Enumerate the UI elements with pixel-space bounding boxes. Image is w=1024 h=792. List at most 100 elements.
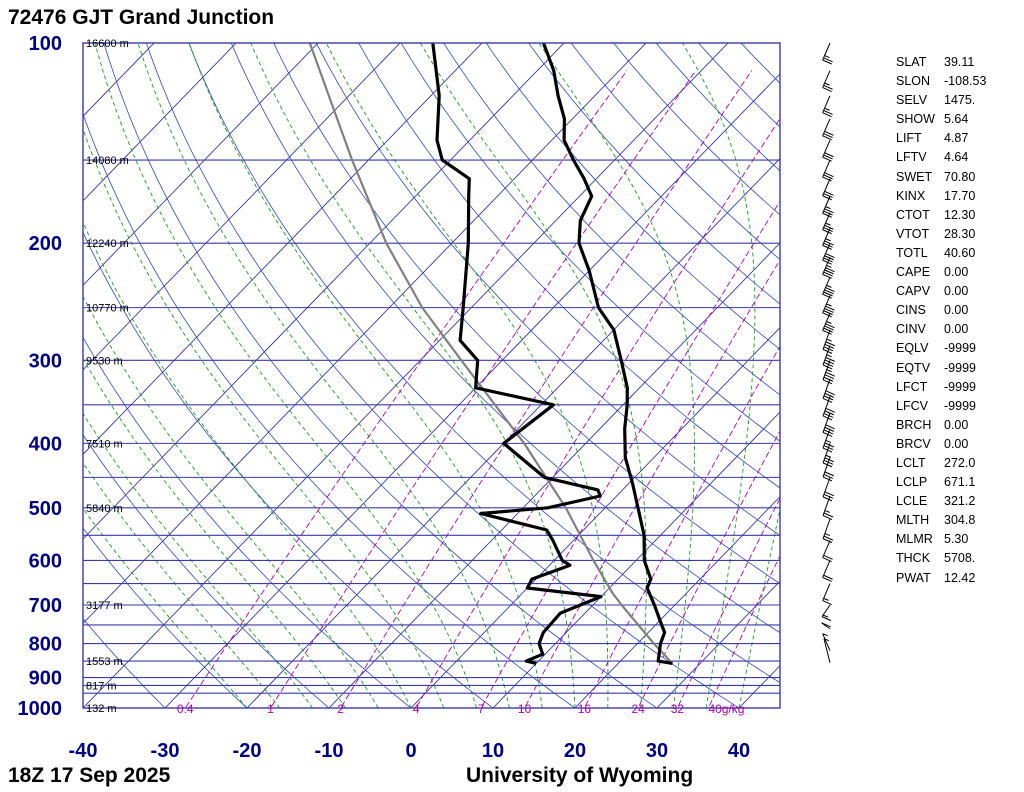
temperature-tick-label: -10 [315, 740, 344, 762]
wind-barb [822, 457, 835, 482]
index-name: EQLV [896, 341, 929, 356]
pressure-tick-label: 900 [29, 668, 62, 690]
temperature-tick-label: 40 [728, 740, 750, 762]
index-name: LFCT [896, 379, 928, 394]
mixing-ratio-label: 10 [518, 702, 532, 716]
wind-barb [822, 159, 834, 182]
mixing-ratio-label: 24 [631, 702, 645, 716]
temperature-tick-label: -30 [151, 740, 180, 762]
index-value: 321.2 [944, 494, 976, 509]
isotherm-line [83, 43, 483, 455]
isotherm-line [0, 28, 86, 722]
index-value: 5.64 [944, 112, 969, 127]
index-row: CINV 0.00 [896, 320, 986, 339]
dry-adiabat-line [230, 43, 780, 634]
mixing-ratio-line [676, 497, 780, 708]
dry-adiabat-line [83, 336, 412, 708]
index-value: 1475. [944, 93, 976, 108]
moist-adiabat-line [682, 43, 756, 708]
index-row: SELV 1475. [896, 91, 986, 110]
wind-barb [822, 70, 833, 92]
wind-barb [822, 560, 833, 582]
dry-adiabat-line [83, 112, 576, 708]
index-name: SHOW [896, 112, 935, 127]
index-row: VTOT 28.30 [896, 225, 986, 244]
index-value: 0.00 [944, 417, 969, 432]
index-name: CINS [896, 303, 926, 318]
dry-adiabat-line [83, 231, 494, 708]
index-row: SHOW 5.64 [896, 110, 986, 129]
index-row: MLTH 304.8 [896, 511, 986, 530]
index-row: CAPV 0.00 [896, 282, 986, 301]
index-name: CINV [896, 322, 926, 337]
wind-barb [821, 622, 831, 630]
wind-barb [822, 633, 831, 651]
index-value: 0.00 [944, 265, 969, 280]
index-row: CINS 0.00 [896, 301, 986, 320]
index-value: 12.30 [944, 207, 976, 222]
index-name: MLTH [896, 513, 930, 528]
mixing-ratio-label: 40g/kg [708, 702, 744, 716]
wind-barb [822, 95, 833, 118]
wind-barb [822, 42, 833, 65]
index-row: SLON -108.53 [896, 72, 986, 91]
stability-indices-panel: SLAT 39.11 SLON -108.53 SELV 1475. SHOW 5.64 LIF… [896, 53, 986, 588]
pressure-tick-label: 300 [29, 350, 62, 372]
moist-adiabat-line [250, 43, 576, 708]
moist-adiabat-line [188, 43, 543, 708]
index-name: LIFT [896, 131, 922, 146]
height-label: 3177 m [86, 600, 123, 612]
wind-barb [822, 495, 834, 520]
dry-adiabat-line [145, 43, 740, 708]
dry-adiabat-line [83, 434, 330, 708]
index-value: 671.1 [944, 475, 976, 490]
data-source: University of Wyoming [466, 764, 694, 787]
isotherm-line [83, 43, 401, 371]
index-name: MLMR [896, 532, 933, 547]
wind-barb [822, 443, 835, 468]
plot-area [0, 28, 780, 722]
observation-time: 18Z 17 Sep 2025 [8, 764, 171, 787]
mixing-ratio-line [340, 70, 753, 708]
index-name: CTOT [896, 207, 930, 222]
mixing-ratio-label: 2 [337, 702, 344, 716]
wind-barb [822, 477, 835, 502]
index-value: 4.64 [944, 150, 969, 165]
index-value: 0.00 [944, 303, 969, 318]
index-row: SLAT 39.11 [896, 53, 986, 72]
wind-barb [822, 412, 835, 437]
height-label: 9530 m [86, 355, 123, 367]
index-name: LCLT [896, 455, 926, 470]
index-value: 0.00 [944, 284, 969, 299]
wind-barb [822, 518, 834, 544]
index-value: -9999 [944, 341, 976, 356]
index-name: SLAT [896, 55, 927, 69]
isotherm-line [246, 157, 780, 708]
wind-barb [821, 604, 832, 622]
index-value: 0.00 [944, 436, 969, 451]
index-row: LFCT -9999 [896, 378, 986, 397]
wind-barb [822, 196, 834, 218]
index-row: LFTV 4.64 [896, 148, 986, 167]
height-label: 16600 m [86, 38, 129, 50]
index-value: 39.11 [944, 55, 975, 69]
index-name: KINX [896, 188, 926, 203]
index-value: 70.80 [944, 169, 976, 184]
wind-barb [823, 638, 831, 663]
index-value: 12.42 [944, 570, 976, 585]
wind-barb [822, 242, 835, 265]
index-row: PWAT 12.42 [896, 569, 986, 588]
index-name: BRCV [896, 436, 931, 451]
pressure-tick-label: 600 [29, 550, 62, 572]
temperature-tick-label: 20 [564, 740, 586, 762]
temperature-tick-label: -40 [69, 740, 98, 762]
mixing-ratio-label: 4 [413, 702, 420, 716]
mixing-ratio-label: 32 [671, 702, 685, 716]
wind-barb [822, 178, 834, 201]
pressure-tick-label: 700 [29, 595, 62, 617]
index-row: KINX 17.70 [896, 187, 986, 206]
isotherm-line [164, 73, 780, 708]
index-name: LCLP [896, 475, 928, 490]
dry-adiabat-line [400, 43, 780, 442]
